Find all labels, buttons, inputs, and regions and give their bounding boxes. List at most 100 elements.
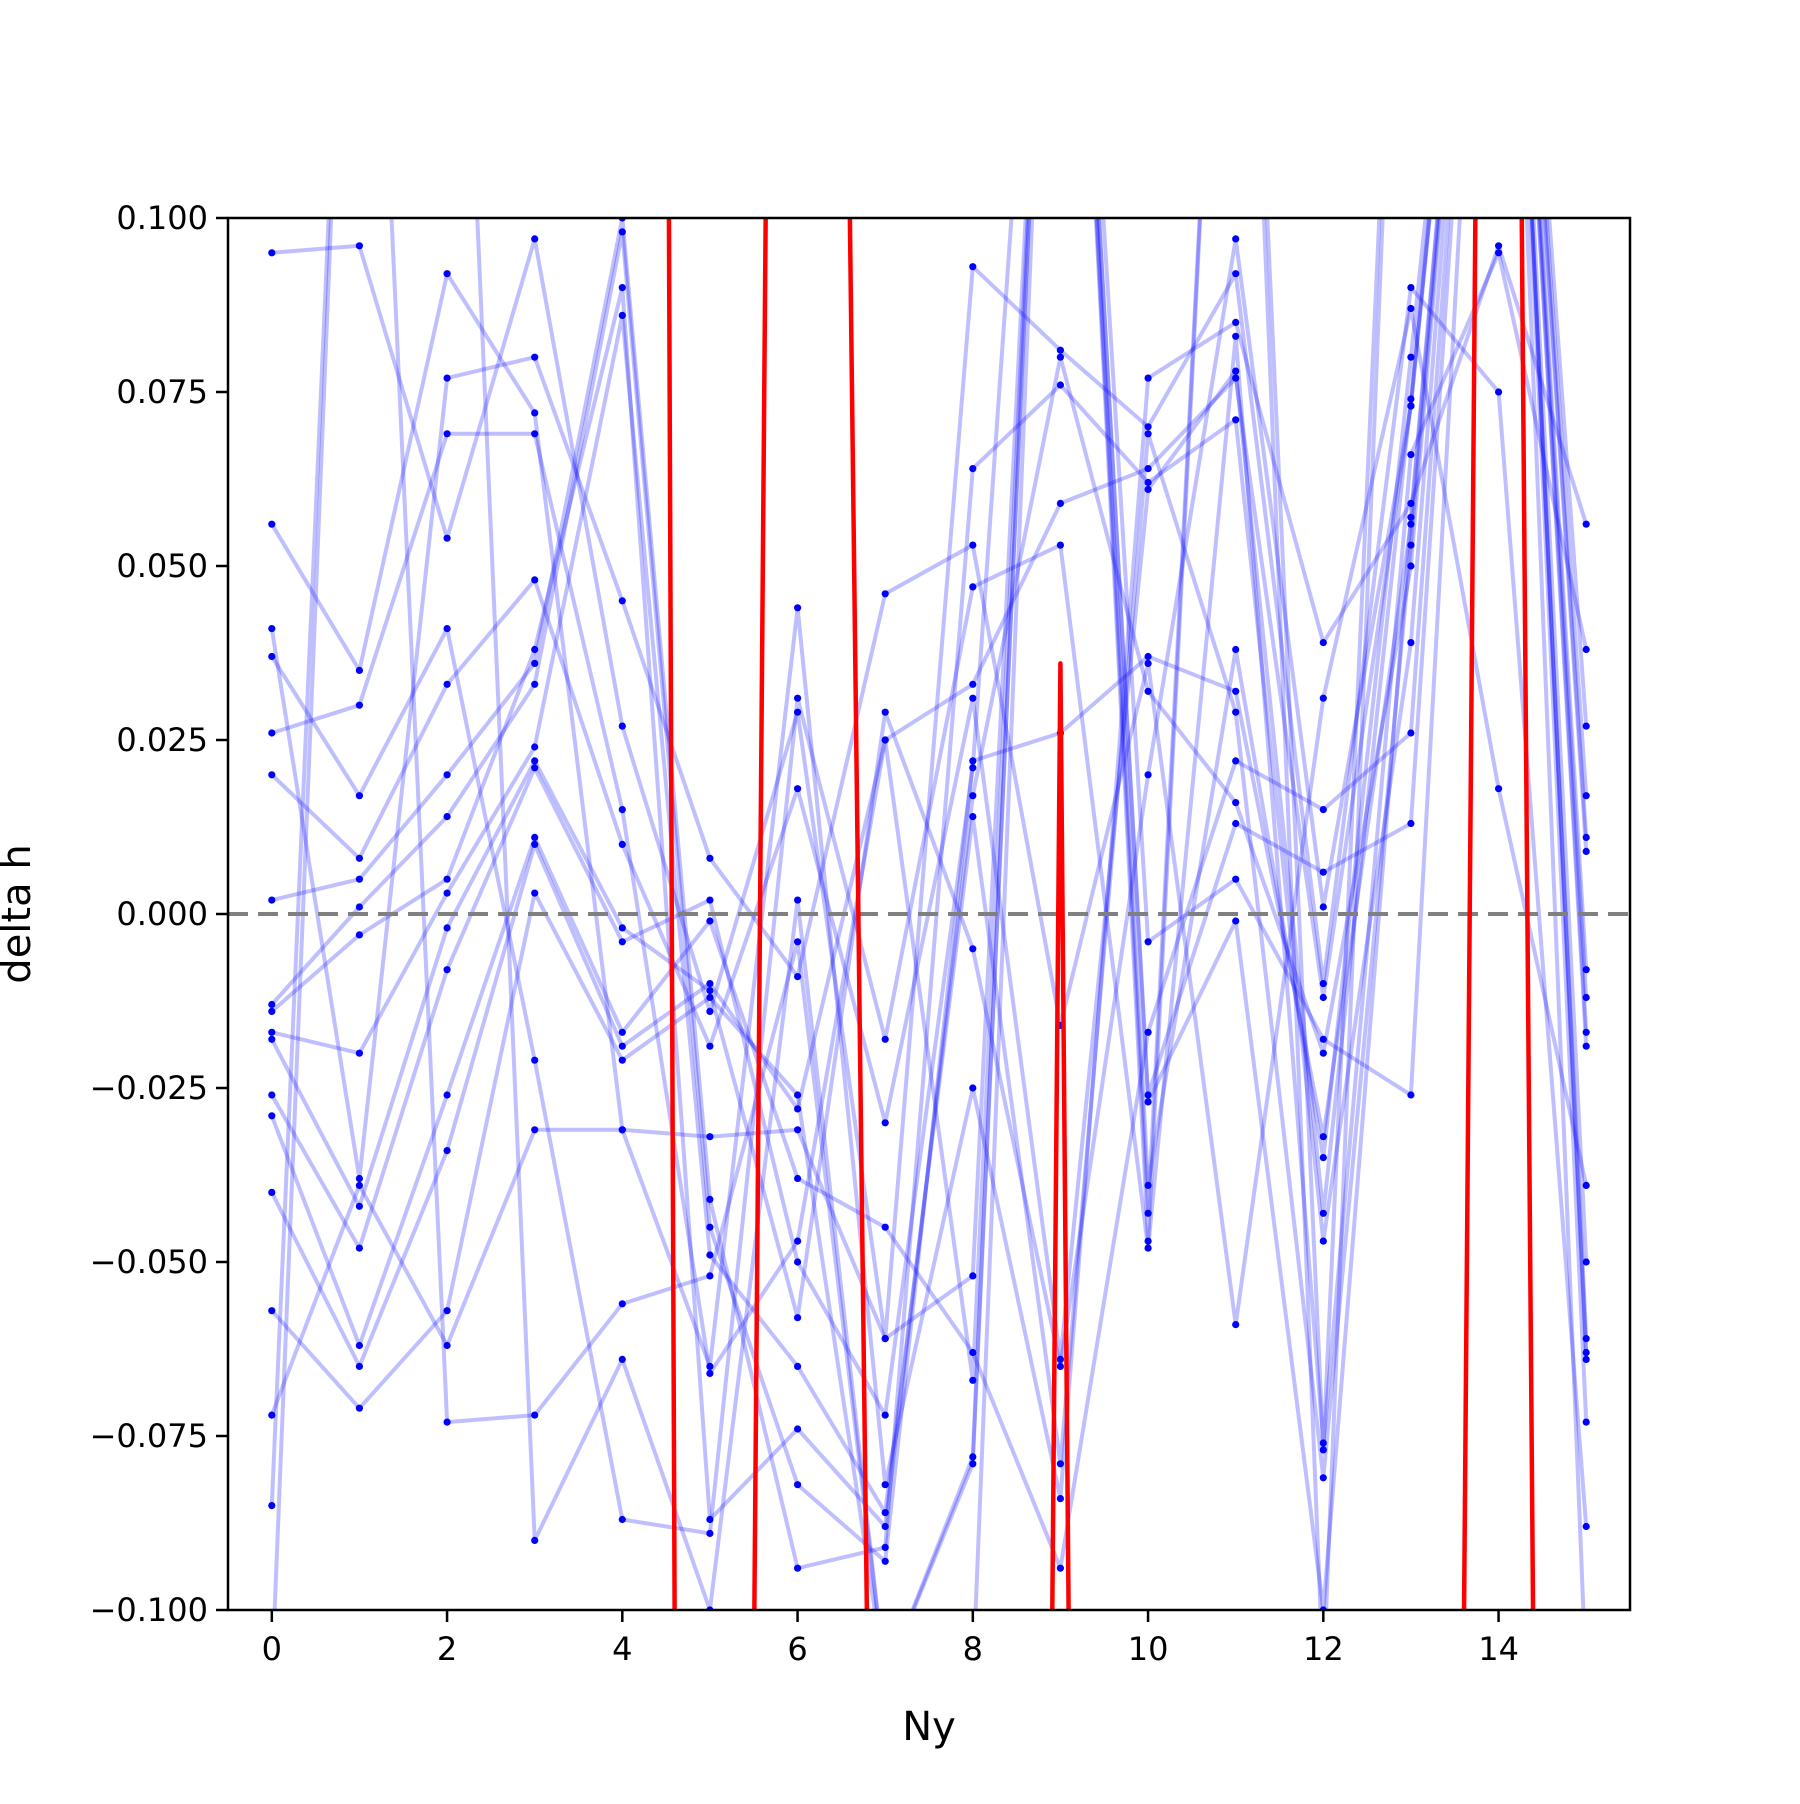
sample-point (1319, 993, 1327, 1002)
sample-point (1319, 1154, 1327, 1162)
sample-point (706, 1133, 714, 1141)
sample-point (1407, 304, 1415, 313)
sample-point (1582, 833, 1590, 842)
sample-line-10 (270, 218, 1589, 1369)
sample-point (1319, 903, 1327, 911)
sample-point (706, 1251, 714, 1259)
sample-point (969, 583, 977, 591)
sample-point (1319, 868, 1327, 876)
sample-point (531, 757, 539, 765)
sample-point (618, 1126, 626, 1134)
sample-point (1582, 1355, 1590, 1363)
sample-point (1407, 284, 1415, 292)
sample-point (443, 270, 451, 278)
sample-point (794, 1314, 802, 1322)
sample-line-5 (270, 218, 1589, 1362)
sample-point (443, 1341, 451, 1350)
sample-point (1582, 792, 1590, 800)
sample-point (1582, 847, 1590, 856)
sample-point (1582, 1042, 1590, 1050)
sample-point (706, 1195, 714, 1203)
sample-point (1056, 381, 1064, 389)
sample-point (443, 534, 451, 542)
sample-line-13 (270, 218, 1589, 1383)
y-tick-label: 0.050 (116, 547, 208, 585)
sample-point (268, 520, 276, 528)
sample-point (618, 1028, 626, 1036)
sample-point (969, 945, 977, 953)
sample-point (1319, 1446, 1327, 1454)
sample-point (618, 722, 626, 730)
x-tick-label: 4 (612, 1630, 632, 1668)
sample-point (1144, 1028, 1152, 1036)
sample-point (794, 694, 802, 702)
sample-line-11 (270, 218, 1589, 1418)
sample-point (1407, 402, 1415, 410)
sample-point (969, 1084, 977, 1092)
sample-line-9 (271, 218, 1589, 1515)
sample-point (1232, 332, 1240, 340)
sample-point (1056, 346, 1064, 354)
sample-point (1056, 1495, 1064, 1503)
sample-point (794, 1564, 802, 1572)
sample-point (268, 896, 276, 904)
sample-point (794, 1362, 802, 1370)
sample-point (794, 708, 802, 716)
sample-point (531, 409, 539, 417)
sample-point (1144, 1181, 1152, 1189)
sample-point (794, 1091, 802, 1099)
sample-point (969, 694, 977, 702)
sample-point (1582, 993, 1590, 1002)
sample-line-8 (270, 218, 1589, 1529)
sample-point (794, 1237, 802, 1245)
sample-point (1232, 875, 1240, 883)
sample-point (881, 1557, 889, 1565)
sample-point (1319, 1035, 1327, 1043)
sample-point (443, 924, 451, 932)
sample-point (355, 1049, 363, 1057)
sample-point (794, 973, 802, 981)
sample-point (268, 1028, 276, 1036)
sample-point (969, 1272, 977, 1280)
sample-point (1232, 917, 1240, 925)
sample-point (531, 1536, 539, 1544)
sample-point (1407, 1091, 1415, 1099)
sample-line-4 (271, 218, 1589, 1376)
sample-point (443, 430, 451, 438)
sample-point (443, 1091, 451, 1099)
y-tick-label: 0.025 (116, 721, 208, 759)
y-tick-label: 0.075 (116, 373, 208, 411)
sample-point (1144, 465, 1152, 473)
sample-point (881, 708, 889, 716)
sample-point (355, 875, 363, 883)
y-tick-label: −0.100 (90, 1591, 208, 1629)
sample-point (1144, 374, 1152, 382)
sample-point (443, 680, 451, 688)
x-tick-label: 2 (437, 1630, 457, 1668)
sample-point (1582, 1335, 1590, 1343)
sample-point (1144, 659, 1152, 668)
sample-point (443, 966, 451, 974)
y-tick-label: −0.075 (90, 1417, 208, 1455)
sample-point (969, 813, 977, 821)
x-tick-label: 6 (787, 1630, 807, 1668)
sample-point (1232, 799, 1240, 807)
sample-point (1495, 249, 1503, 257)
sample-point (268, 1112, 276, 1120)
sample-point (706, 1007, 714, 1016)
sample-point (881, 1543, 889, 1551)
sample-point (794, 604, 802, 612)
sample-point (618, 1355, 626, 1363)
sample-point (1407, 729, 1415, 737)
sample-point (969, 757, 977, 765)
sample-point (1582, 966, 1590, 974)
sample-point (531, 889, 539, 897)
sample-point (531, 576, 539, 584)
sample-point (1407, 499, 1415, 507)
sample-point (969, 680, 977, 688)
sample-point (355, 242, 363, 250)
sample-point (794, 1425, 802, 1433)
sample-point (969, 792, 977, 800)
sample-point (531, 680, 539, 688)
sample-point (1407, 819, 1415, 828)
